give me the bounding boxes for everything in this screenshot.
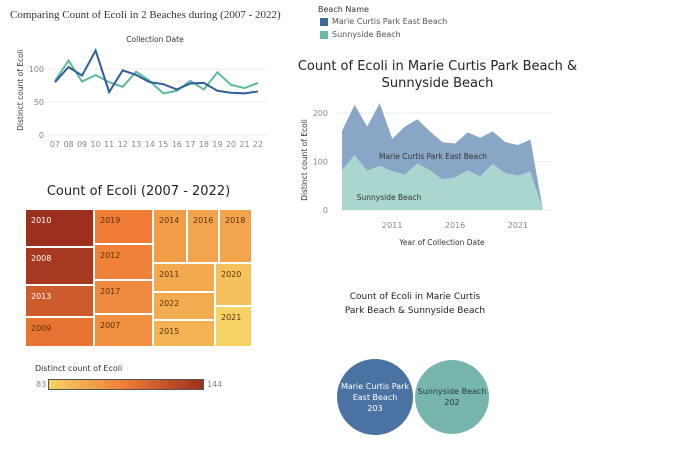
color-legend-title: Distinct count of Ecoli <box>35 364 123 373</box>
x-tick-label: 2011 <box>382 221 402 230</box>
y-tick-label: 100 <box>313 158 328 167</box>
bubble-value: 203 <box>367 403 383 413</box>
cell-label: 2014 <box>159 216 180 225</box>
x-tick-label: 14 <box>145 140 155 149</box>
cell-label: 2013 <box>31 292 52 301</box>
bubble-label: Sunnyside Beach <box>417 387 487 396</box>
treemap-cell[interactable]: 2019 <box>94 209 153 244</box>
x-tick-label: 20 <box>226 140 236 149</box>
legend-item-marie-curtis[interactable]: Marie Curtis Park East Beach <box>332 17 448 26</box>
x-tick-label: 13 <box>131 140 141 149</box>
legend-swatch-marie-curtis <box>320 18 328 26</box>
area-chart-ylabel: Distinct count of Ecoli <box>300 119 309 201</box>
x-tick-label: 18 <box>199 140 209 149</box>
y-tick-label: 200 <box>313 109 328 118</box>
x-tick-label: 11 <box>104 140 114 149</box>
cell-label: 2019 <box>100 216 121 225</box>
treemap-cell[interactable]: 2018 <box>219 209 252 263</box>
y-tick-label: 100 <box>29 65 44 74</box>
treemap-cell[interactable]: 2013 <box>25 285 94 317</box>
treemap-cell[interactable]: 2008 <box>25 247 94 285</box>
line-chart-subtitle: Collection Date <box>126 35 184 44</box>
x-tick-label: 10 <box>91 140 101 149</box>
cell-label: 2012 <box>100 251 121 260</box>
treemap-cell[interactable]: 2007 <box>94 314 153 347</box>
treemap-cell[interactable]: 2017 <box>94 280 153 314</box>
area-title-line-1: Count of Ecoli in Marie Curtis Park Beac… <box>297 59 578 74</box>
x-tick-label: 08 <box>63 140 73 149</box>
legend-title: Beach Name <box>318 5 369 14</box>
cell-label: 2008 <box>31 254 52 263</box>
color-legend-bar <box>48 379 204 390</box>
line-series-marie-curtis-park-east-beach[interactable] <box>54 47 259 95</box>
x-tick-label: 16 <box>172 140 182 149</box>
area-chart: 0 100 200 2011 2016 2021 Marie Curtis Park Ea… <box>300 103 552 247</box>
color-legend-max: 144 <box>207 380 223 389</box>
x-tick-label: 19 <box>212 140 222 149</box>
bubble-chart-title: Count of Ecoli in Marie Curtis Park Beac… <box>330 290 500 318</box>
bubble-value: 202 <box>444 398 460 407</box>
bubble-title-line-2: Park Beach & Sunnyside Beach <box>344 306 486 316</box>
line-chart: Collection Date Distinct count of Ecoli … <box>16 35 268 149</box>
area-label-sunnyside: Sunnyside Beach <box>357 193 422 202</box>
cell-label: 2007 <box>100 321 121 330</box>
cell-label: 2022 <box>159 299 180 308</box>
x-tick-label: 17 <box>185 140 195 149</box>
color-legend-min: 83 <box>36 380 47 389</box>
line-chart-title: Comparing Count of Ecoli in 2 Beaches du… <box>10 9 281 21</box>
x-tick-label: 09 <box>77 140 87 149</box>
treemap-cell[interactable]: 2015 <box>153 320 215 347</box>
cell-label: 2016 <box>193 216 214 225</box>
cell-label: 2020 <box>221 270 242 279</box>
bubble-label: Marie Curtis Park <box>340 381 410 391</box>
treemap-cell[interactable]: 2012 <box>94 244 153 280</box>
treemap-cell[interactable]: 2022 <box>153 292 215 320</box>
cell-label: 2010 <box>31 216 52 225</box>
area-chart-title: Count of Ecoli in Marie Curtis Park Beac… <box>290 58 585 92</box>
line-series-sunnyside-beach[interactable] <box>54 58 259 95</box>
cell-label: 2017 <box>100 287 121 296</box>
bubble-title-line-1: Count of Ecoli in Marie Curtis <box>349 292 481 302</box>
cell-label: 2009 <box>31 324 52 333</box>
bubble-label: East Beach <box>352 392 398 402</box>
treemap-title: Count of Ecoli (2007 - 2022) <box>46 184 231 199</box>
x-tick-label: 15 <box>158 140 168 149</box>
bubble-marie-curtis[interactable]: Marie Curtis Park East Beach 203 <box>337 359 413 435</box>
x-tick-label: 07 <box>50 140 60 149</box>
legend-item-sunnyside[interactable]: Sunnyside Beach <box>332 30 401 39</box>
x-tick-label: 2021 <box>508 221 528 230</box>
cell-label: 2011 <box>159 270 180 279</box>
cell-label: 2015 <box>159 327 180 336</box>
line-chart-ylabel: Distinct count of Ecoli <box>16 49 25 131</box>
area-series-marie-curtis-park-east-beach[interactable] <box>342 103 543 210</box>
cell-label: 2021 <box>221 313 242 322</box>
y-tick-label: 50 <box>34 98 44 107</box>
cell-label: 2018 <box>225 216 246 225</box>
x-tick-label: 2016 <box>445 221 465 230</box>
treemap-cell[interactable]: 2010 <box>25 209 94 247</box>
legend-swatch-sunnyside <box>320 31 328 39</box>
x-tick-label: 22 <box>253 140 263 149</box>
x-tick-label: 21 <box>239 140 249 149</box>
bubble-sunnyside[interactable]: Sunnyside Beach 202 <box>415 360 489 434</box>
area-title-line-2: Sunnyside Beach <box>381 76 494 91</box>
treemap-cell[interactable]: 2009 <box>25 317 94 347</box>
y-tick-label: 0 <box>323 206 328 215</box>
y-tick-label: 0 <box>39 131 44 140</box>
treemap-cell[interactable]: 2011 <box>153 263 215 292</box>
treemap-cell[interactable]: 2014 <box>153 209 187 263</box>
area-label-marie-curtis: Marie Curtis Park East Beach <box>379 152 487 161</box>
area-series-sunnyside-beach[interactable] <box>342 155 543 210</box>
area-chart-xlabel: Year of Collection Date <box>398 238 485 247</box>
treemap-cell[interactable]: 2021 <box>215 306 252 347</box>
treemap-cell[interactable]: 2020 <box>215 263 252 306</box>
x-tick-label: 12 <box>118 140 128 149</box>
treemap-cell[interactable]: 2016 <box>187 209 219 263</box>
